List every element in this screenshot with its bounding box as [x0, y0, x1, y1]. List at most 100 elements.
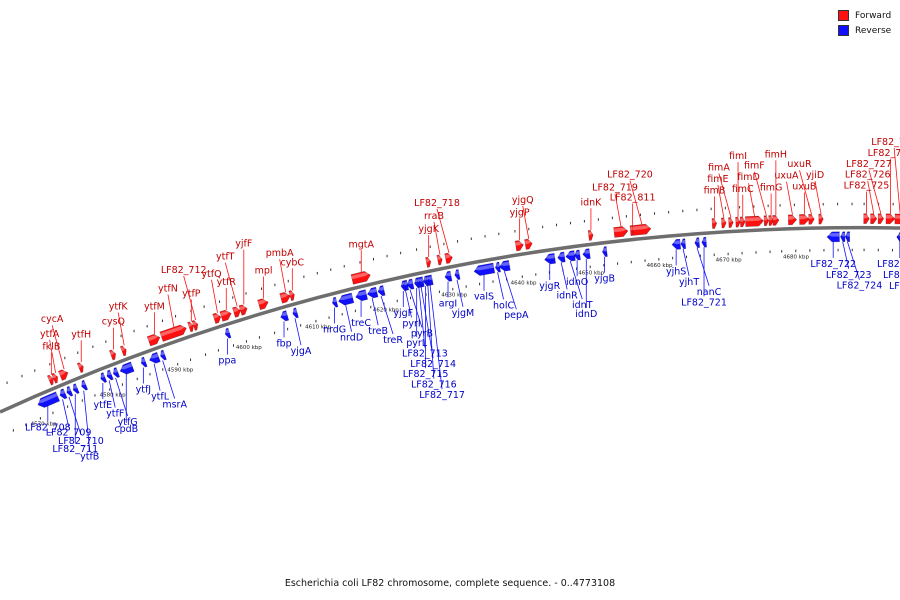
- gene-highlight: [224, 329, 230, 334]
- gene-highlight: [355, 290, 367, 296]
- gene-arrow: [366, 286, 379, 299]
- gene-label: uxuA: [774, 171, 799, 182]
- gene-highlight: [47, 376, 53, 381]
- gene-arrow: [768, 215, 774, 226]
- gene-arrow: [444, 252, 453, 264]
- gene-arrow: [885, 213, 896, 225]
- gene-label: idnD: [575, 309, 597, 320]
- gene-highlight: [544, 254, 555, 259]
- gene-highlight: [140, 358, 146, 363]
- gene-highlight: [402, 281, 408, 286]
- gene-arrow: [350, 271, 371, 285]
- gene-label: ytfA: [40, 329, 60, 340]
- gene-highlight: [292, 309, 298, 313]
- legend-forward: Forward: [838, 8, 891, 23]
- gene-highlight: [870, 214, 877, 219]
- gene-label: fimD: [737, 172, 760, 183]
- gene-body: [160, 349, 167, 361]
- gene-body: [721, 217, 727, 229]
- legend-forward-label: Forward: [855, 10, 892, 21]
- gene-highlight: [671, 240, 681, 245]
- axis-tick-label: 4620 kbp: [373, 307, 399, 313]
- gene-label: fimA: [708, 162, 730, 173]
- gene-arrow: [863, 213, 870, 224]
- gene-body: [332, 296, 339, 308]
- gene-arrow: [37, 391, 61, 408]
- gene-body: [799, 214, 810, 225]
- leader-line: [867, 180, 875, 214]
- gene-body: [818, 213, 824, 225]
- gene-highlight: [515, 241, 524, 246]
- gene-body: [113, 367, 121, 378]
- gene-arrow: [739, 216, 746, 228]
- gene-label: cysQ: [102, 317, 125, 328]
- gene-highlight: [588, 231, 593, 236]
- gene-arrow: [799, 214, 810, 225]
- gene-body: [425, 256, 432, 268]
- gene-label: ytfT: [216, 252, 235, 263]
- gene-arrow: [338, 292, 355, 306]
- gene-arrows: [37, 213, 900, 408]
- gene-label: pyrI: [402, 318, 420, 329]
- gene-label: ytfP: [182, 288, 201, 299]
- gene-label: fimH: [765, 149, 787, 160]
- gene-label: treR: [383, 335, 403, 346]
- gene-body: [574, 249, 581, 261]
- gene-label: LF82_717: [419, 390, 465, 401]
- gene-body: [808, 213, 815, 225]
- gene-label: ytfJ: [136, 385, 152, 396]
- gene-body: [377, 285, 386, 297]
- gene-body: [108, 349, 116, 361]
- gene-arrow: [377, 285, 386, 297]
- gene-label: yjgK: [418, 224, 439, 235]
- gene-arrow: [427, 274, 434, 286]
- leader-line: [717, 184, 725, 218]
- gene-body: [863, 213, 870, 224]
- gene-body: [602, 246, 608, 257]
- gene-highlight: [257, 299, 268, 305]
- gene-body: [350, 271, 371, 285]
- gene-label: LF82_732: [871, 137, 900, 148]
- gene-body: [149, 351, 161, 364]
- gene-highlight: [52, 374, 57, 379]
- gene-body: [140, 356, 148, 368]
- gene-highlight: [187, 322, 193, 327]
- gene-arrow: [524, 238, 533, 250]
- gene-body: [238, 304, 248, 316]
- gene-body: [436, 254, 443, 266]
- gene-label: ytfE: [93, 400, 112, 411]
- gene-highlight: [100, 373, 105, 378]
- gene-label: yjgF: [393, 308, 413, 319]
- gene-highlight: [711, 219, 717, 224]
- gene-label: fimE: [707, 174, 728, 185]
- gene-arrow: [191, 319, 199, 331]
- gene-arrow: [582, 248, 591, 260]
- gene-body: [632, 223, 652, 236]
- gene-highlight: [72, 384, 78, 389]
- gene-arrow: [119, 345, 127, 357]
- leader-line: [294, 318, 302, 346]
- gene-highlight: [147, 335, 160, 342]
- axis-tick-label: 4660 kbp: [647, 263, 673, 269]
- gene-label: LF82_724: [837, 281, 883, 292]
- gene-arrow: [473, 262, 496, 276]
- map-caption: Escherichia coli LF82 chromosome, comple…: [284, 578, 616, 589]
- gene-arrow: [557, 251, 566, 263]
- leader-line: [162, 360, 176, 399]
- gene-label: ytfF: [106, 409, 124, 420]
- gene-arrow: [494, 261, 501, 273]
- gene-label: LF82_715: [403, 369, 449, 380]
- gene-arrow: [721, 217, 727, 229]
- gene-arrow: [212, 312, 222, 325]
- gene-body: [473, 262, 496, 276]
- gene-arrow: [406, 278, 415, 290]
- leader-line: [371, 298, 379, 326]
- gene-highlight: [148, 353, 159, 359]
- gene-label: LF82_719: [592, 183, 638, 194]
- leader-line: [224, 262, 238, 307]
- gene-arrow: [514, 240, 524, 252]
- gene-arrow: [602, 246, 608, 257]
- gene-highlight: [58, 370, 68, 376]
- leader-line: [345, 304, 352, 332]
- legend: Forward Reverse: [838, 8, 891, 38]
